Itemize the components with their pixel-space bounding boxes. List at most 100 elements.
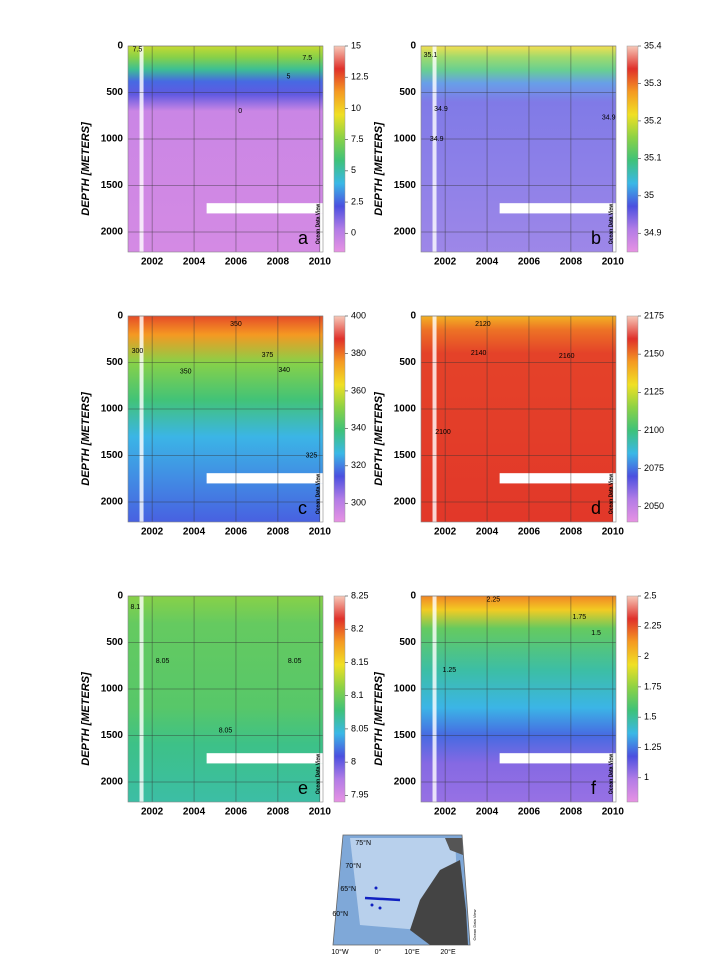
data-gap [499,473,616,484]
contour-field [128,316,323,522]
y-tick-label: 1000 [101,134,124,145]
x-tick-label: 2004 [183,527,206,538]
colorbar-tick-label: 2 [644,651,649,661]
contour-label: 2120 [475,321,491,328]
contour-label: 350 [180,369,192,376]
watermark: Ocean Data View [608,754,614,794]
x-tick-label: 2006 [518,257,541,268]
longitude-label: 10°W [331,948,349,956]
contour-label: 7.5 [302,55,312,62]
colorbar-tick-label: 35.4 [644,40,662,50]
contour-label: 34.9 [430,136,444,143]
x-tick-label: 2010 [602,807,625,818]
colorbar-tick-label: 8.25 [351,590,369,600]
contour-label: 1.75 [572,614,586,621]
x-tick-label: 2002 [141,807,164,818]
contour-label: 2.25 [487,597,501,604]
colorbar-tick-label: 2075 [644,463,664,473]
colorbar-tick-label: 8.2 [351,624,364,634]
x-tick-label: 2002 [434,257,457,268]
data-gap [320,763,323,802]
y-axis-label: DEPTH [METERS] [80,122,92,216]
data-gap [499,753,616,764]
colorbar-tick-label: 2050 [644,501,664,511]
x-tick-label: 2002 [141,257,164,268]
contour-label: 7.5 [133,47,143,54]
y-tick-label: 2000 [394,777,417,788]
contour-label: 8.05 [219,728,233,735]
colorbar-tick-label: 7.95 [351,790,369,800]
data-gap [320,483,323,522]
panel-label: c [298,498,307,518]
colorbar [333,595,346,803]
watermark: Ocean Data View [608,204,614,244]
colorbar-tick-label: 2175 [644,310,664,320]
station-map: 75°N 70°N 65°N 60°N 10°W 0° 10°E 20°E Ocean Data… [331,834,477,956]
data-gap [613,213,616,252]
y-tick-label: 1500 [101,730,124,741]
x-tick-label: 2008 [267,257,290,268]
longitude-label: 10°E [404,948,420,956]
plot-frame [127,45,324,253]
contour-label: 2100 [435,429,451,436]
panel: 0 500 1000 1500 2000 2002 2004 2006 2008 2010 300 3… [80,310,366,537]
x-tick-label: 2008 [560,807,583,818]
map-station [370,903,374,907]
latitude-label: 70°N [345,862,361,870]
data-gap [206,473,323,484]
x-tick-label: 2006 [225,257,248,268]
colorbar-tick-label: 8.1 [351,690,364,700]
data-gap [613,763,616,802]
y-tick-label: 0 [117,311,123,322]
colorbar [626,595,639,803]
colorbar-tick-label: 35.3 [644,78,662,88]
x-tick-label: 2006 [518,807,541,818]
colorbar-tick-label: 35.1 [644,153,662,163]
colorbar-tick-label: 2125 [644,387,664,397]
y-tick-label: 1500 [394,180,417,191]
colorbar-tick-label: 8 [351,757,356,767]
latitude-label: 60°N [332,910,348,918]
data-gap [139,46,144,252]
data-gap [139,316,144,522]
panel-label: f [591,778,597,798]
contour-label: 325 [306,452,318,459]
map-land [410,860,468,945]
x-tick-label: 2010 [309,807,332,818]
plot-frame [127,315,324,523]
y-tick-label: 500 [399,637,416,648]
colorbar-tick-label: 1.75 [644,681,662,691]
colorbar-tick-label: 10 [351,103,361,113]
colorbar-tick-label: 35.2 [644,115,662,125]
y-tick-label: 0 [117,41,123,52]
y-tick-label: 500 [399,87,416,98]
y-tick-label: 500 [106,637,123,648]
longitude-label: 20°E [440,948,456,956]
contour-label: 34.9 [434,106,448,113]
data-gap [432,46,437,252]
x-tick-label: 2008 [267,527,290,538]
data-gap [613,483,616,522]
colorbar-tick-label: 300 [351,498,366,508]
colorbar-tick-label: 380 [351,348,366,358]
y-tick-label: 500 [399,357,416,368]
contour-label: 375 [262,352,274,359]
contour-field [421,46,616,252]
contour-field [421,316,616,522]
colorbar-tick-label: 2100 [644,425,664,435]
colorbar-tick-label: 34.9 [644,228,662,238]
contour-field [128,596,323,802]
x-tick-label: 2002 [434,807,457,818]
colorbar-tick-label: 340 [351,423,366,433]
panel: 0 500 1000 1500 2000 2002 2004 2006 2008 2010 35.1… [373,40,662,267]
colorbar-tick-label: 8.15 [351,657,369,667]
longitude-label: 0° [375,948,382,956]
colorbar-tick-label: 2.5 [351,196,364,206]
contour-label: 2140 [471,350,487,357]
contour-label: 1.5 [591,630,601,637]
colorbar-tick-label: 35 [644,190,654,200]
x-tick-label: 2006 [225,807,248,818]
contour-label: 35.1 [424,52,438,59]
contour-label: 350 [230,321,242,328]
